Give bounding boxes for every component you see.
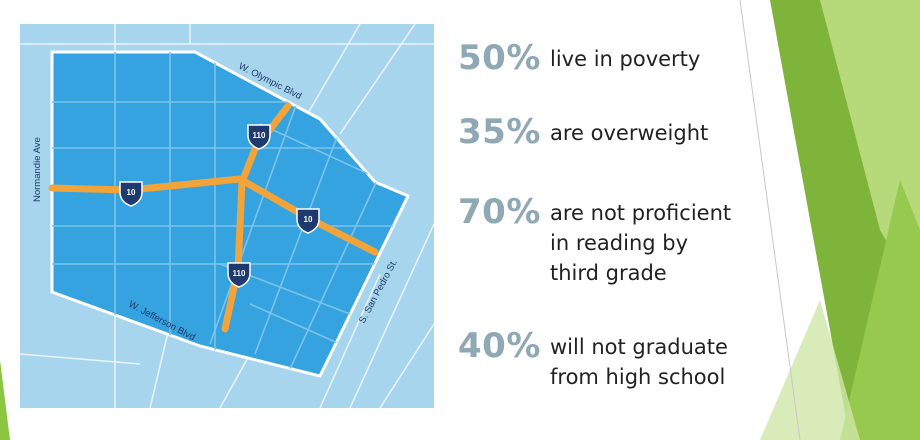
stat-reading-percent: 70%: [458, 192, 541, 232]
neighborhood-zone: [50, 50, 411, 378]
shield-i10-east-label: 10: [304, 215, 313, 224]
stat-reading-text: are not proficient in reading by third g…: [550, 201, 732, 285]
thin-line: [739, 0, 801, 440]
shield-i10-east: 10: [296, 208, 320, 234]
shield-i110-north-label: 110: [253, 131, 266, 140]
shield-i10-west-label: 10: [127, 188, 136, 197]
green-shape-left: [0, 360, 10, 440]
stat-graduation: 40% will not graduate from high school: [458, 326, 728, 392]
green-shape-pale: [760, 300, 860, 440]
green-shape-mid: [840, 180, 920, 440]
stat-poverty-percent: 50%: [458, 38, 541, 78]
stat-poverty: 50% live in poverty: [458, 38, 700, 78]
neighborhood-map: 10 110 10 110 W. Olympic Blvd Normandie …: [20, 24, 434, 408]
stat-overweight-percent: 35%: [458, 112, 541, 152]
shield-i110-north: 110: [247, 124, 271, 150]
stat-overweight-text: are overweight: [550, 121, 709, 145]
stat-graduation-text: will not graduate from high school: [550, 335, 728, 389]
stat-reading: 70% are not proficient in reading by thi…: [458, 192, 731, 288]
shield-i10-west: 10: [119, 181, 143, 207]
stat-poverty-text: live in poverty: [550, 47, 701, 71]
stat-graduation-percent: 40%: [458, 326, 541, 366]
shield-i110-south-label: 110: [233, 269, 246, 278]
street-normandie: Normandie Ave: [32, 137, 43, 202]
stat-overweight: 35% are overweight: [458, 112, 708, 152]
shield-i110-south: 110: [227, 262, 251, 288]
